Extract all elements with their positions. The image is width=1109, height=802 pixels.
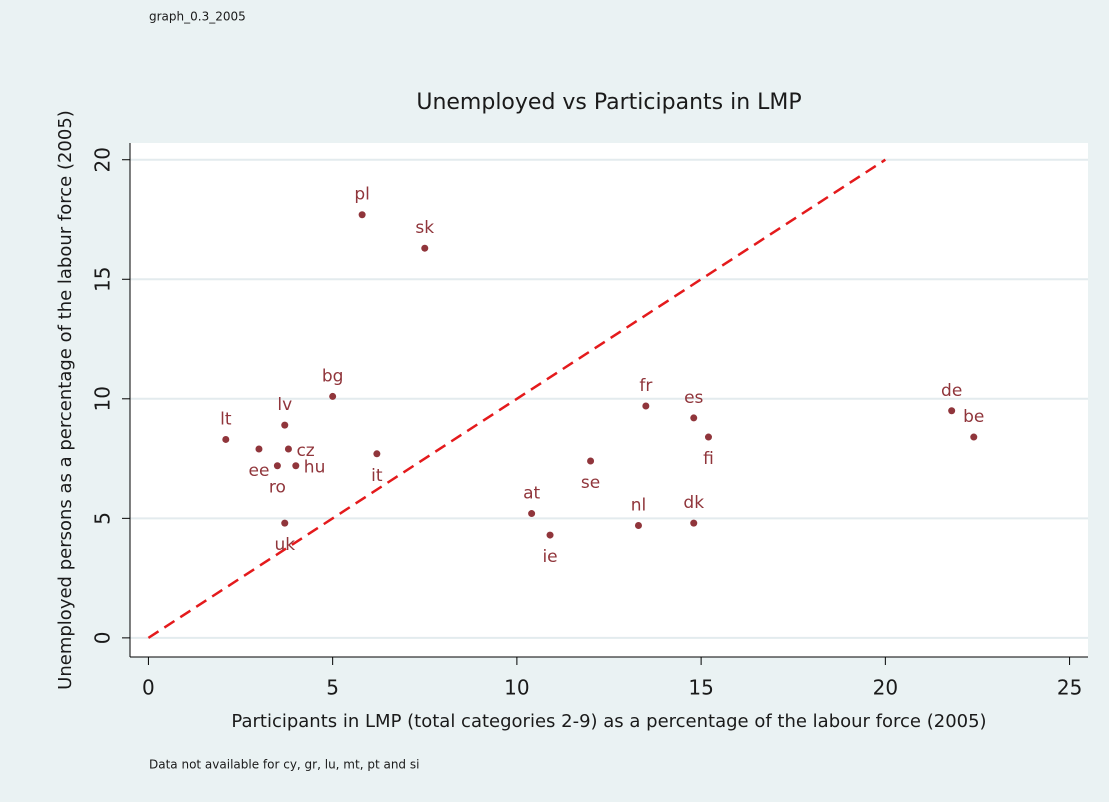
chart-title: Unemployed vs Participants in LMP xyxy=(416,90,801,115)
point-label: uk xyxy=(274,535,295,555)
point xyxy=(970,433,978,441)
y-tick-label: 10 xyxy=(91,386,115,411)
y-tick-label: 5 xyxy=(91,512,115,525)
note: graph_0.3_2005 xyxy=(149,10,246,24)
point-label: it xyxy=(371,466,383,486)
point xyxy=(948,407,956,415)
point-label: bg xyxy=(322,366,344,386)
point-label: at xyxy=(523,484,540,504)
point xyxy=(284,445,292,453)
point-label: ro xyxy=(269,478,286,498)
x-tick-label: 25 xyxy=(1057,676,1082,700)
point-label: fi xyxy=(703,449,714,469)
point-label: be xyxy=(963,407,984,427)
point-label: ie xyxy=(542,547,557,567)
point-label: fr xyxy=(639,376,652,396)
point-label: cz xyxy=(296,441,314,461)
x-tick-label: 20 xyxy=(873,676,898,700)
point xyxy=(690,519,698,527)
point-label: ee xyxy=(249,461,270,481)
point-label: dk xyxy=(683,493,704,513)
y-tick-label: 15 xyxy=(91,267,115,292)
y-tick-label: 20 xyxy=(91,147,115,172)
footnote: Data not available for cy, gr, lu, mt, p… xyxy=(149,758,419,772)
point xyxy=(281,519,289,527)
point xyxy=(292,462,300,470)
point xyxy=(634,522,642,530)
x-tick-label: 5 xyxy=(326,676,339,700)
point xyxy=(642,402,650,410)
y-tick-label: 0 xyxy=(91,632,115,645)
x-axis-label: Participants in LMP (total categories 2-… xyxy=(231,711,986,732)
point xyxy=(587,457,595,465)
point-label: se xyxy=(581,473,600,493)
point-label: pl xyxy=(354,185,370,205)
reference-line xyxy=(147,158,887,639)
point xyxy=(528,510,536,518)
point xyxy=(358,211,366,219)
point xyxy=(546,531,554,539)
point-label: lt xyxy=(220,409,232,429)
point-label: es xyxy=(684,388,703,408)
x-tick-label: 15 xyxy=(688,676,713,700)
point xyxy=(273,462,281,470)
point-label: nl xyxy=(631,496,647,516)
point xyxy=(281,421,289,429)
point-label: de xyxy=(941,381,962,401)
point-label: hu xyxy=(304,458,326,478)
point-label: lv xyxy=(277,395,292,415)
point xyxy=(421,244,429,252)
x-tick-label: 10 xyxy=(504,676,529,700)
x-tick-label: 0 xyxy=(142,676,155,700)
point xyxy=(329,392,337,400)
plot-area xyxy=(130,143,1088,657)
point xyxy=(704,433,712,441)
point xyxy=(222,435,230,443)
point xyxy=(690,414,698,422)
point xyxy=(373,450,381,458)
point xyxy=(255,445,263,453)
y-axis-label: Unemployed persons as a percentage of th… xyxy=(55,110,76,690)
point-label: sk xyxy=(415,218,434,238)
